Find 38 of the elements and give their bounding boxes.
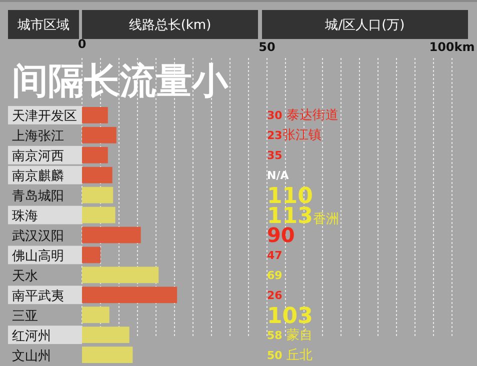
bar (82, 226, 141, 244)
annotation: 35 (267, 149, 282, 162)
bar (82, 246, 100, 264)
annotation: 58 蒙自 (267, 328, 312, 343)
y-tick-label: 三亚 (12, 308, 38, 324)
x-axis-title: 线路总长(km) (128, 18, 212, 33)
annotation: N/A (267, 169, 290, 182)
bar (82, 186, 114, 204)
bar (82, 126, 116, 144)
y-tick-label: 天津开发区 (12, 109, 77, 124)
y-tick-label: 南京河西 (12, 149, 64, 164)
annotation: 50 丘北 (267, 348, 312, 363)
chart-title: 间隔长流量小 (12, 61, 229, 102)
bar (82, 266, 159, 284)
y-tick-label: 南京麒麟 (12, 169, 64, 184)
y-axis-title: 城市区域 (16, 18, 70, 33)
y-tick-label: 南平武夷 (12, 288, 64, 304)
annotation: 26 (267, 288, 283, 302)
annotation: 90 (267, 223, 295, 248)
x-tick-label: 100km (429, 40, 475, 54)
y-tick-label: 武汉汉阳 (12, 229, 64, 244)
bar (82, 346, 133, 363)
annotation: 69 (267, 268, 282, 282)
y-tick-label: 文山州 (12, 348, 51, 364)
y-tick-label: 佛山高明 (12, 248, 64, 264)
y-tick-label: 红河州 (12, 328, 51, 344)
x-tick-label: 0 (78, 37, 86, 51)
y-tick-label: 天水 (12, 268, 38, 284)
y-tick-label: 青岛城阳 (12, 189, 64, 204)
annotation: 47 (267, 248, 282, 262)
annotation: 23张江镇 (267, 128, 322, 144)
annotation: 30 泰达街道 (267, 108, 338, 124)
x-tick-label: 50 (258, 40, 276, 54)
y-tick-label: 珠海 (12, 209, 38, 224)
y-tick-label: 上海张江 (12, 129, 64, 144)
annotation: 103 (267, 304, 313, 329)
text: 城/区人口(万) (324, 18, 405, 33)
bar (82, 306, 110, 324)
